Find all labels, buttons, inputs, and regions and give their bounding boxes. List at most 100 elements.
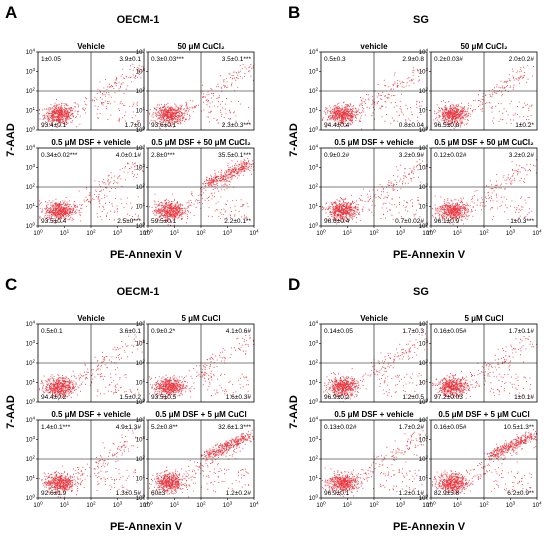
subplot-title: 0.5 μM DSF + vehicle [334, 410, 414, 419]
x-tick-label: 104 [422, 229, 432, 238]
y-tick-label: 101 [26, 474, 36, 483]
quadrant-upper-right: 3.9±0.1 [119, 56, 141, 63]
y-tick-label: 104 [26, 144, 36, 153]
x-tick-label: 102 [196, 501, 206, 510]
y-tick-label: 103 [26, 339, 36, 348]
y-tick-label: 101 [136, 106, 146, 115]
y-tick-label: 103 [136, 435, 146, 444]
y-tick-label: 103 [419, 435, 429, 444]
quadrant-lower-right: 2.2±0.1** [224, 218, 251, 225]
quadrant-lower-right: 1.3±0.5# [116, 490, 142, 497]
panel-title: SG [413, 286, 429, 298]
quadrant-upper-left: 0.2±0.03# [434, 56, 463, 63]
quadrant-upper-right: 35.5±0.1*** [218, 152, 251, 159]
y-tick-label: 100 [309, 126, 319, 135]
y-tick-label: 102 [26, 359, 36, 368]
quadrant-lower-right: 1.2±0.1# [399, 490, 425, 497]
dot-cloud [39, 429, 144, 498]
y-tick-label: 103 [309, 163, 319, 172]
y-tick-label: 101 [26, 106, 36, 115]
quadrant-lower-left: 97.2±0.03 [434, 394, 463, 401]
y-tick-label: 101 [419, 378, 429, 387]
dot-cloud [432, 429, 537, 496]
x-tick-label: 100 [143, 501, 153, 510]
quadrant-lower-left: 96.9±0.2 [324, 394, 350, 401]
x-tick-label: 100 [33, 501, 43, 510]
quadrant-lower-left: 93.4±0.1 [41, 122, 67, 129]
panel-D: D SG 7-AAD PE-Annexin V Vehicle 0.14±0.05 1.7±… [288, 275, 542, 533]
quadrant-lower-right: 0.7±0.02# [395, 218, 424, 225]
y-tick-label: 104 [26, 416, 36, 425]
dot-plot: 0.5 μM DSF + 50 μM CuCl₂ 0.12±0.02# 3.2±0.… [419, 138, 542, 237]
x-tick-label: 100 [316, 501, 326, 510]
y-tick-label: 101 [419, 202, 429, 211]
quadrant-upper-left: 1±0.05 [41, 56, 61, 63]
y-tick-label: 103 [309, 339, 319, 348]
x-tick-label: 101 [453, 229, 463, 238]
quadrant-upper-right: 2.0±0.2# [509, 56, 535, 63]
quadrant-lower-right: 1±0.1# [514, 394, 534, 401]
y-tick-label: 101 [136, 474, 146, 483]
x-tick-label: 104 [249, 229, 259, 238]
y-tick-label: 102 [136, 183, 146, 192]
subplot-title: 0.5 μM DSF + 50 μM CuCl₂ [434, 138, 534, 147]
x-tick-label: 103 [223, 501, 233, 510]
y-tick-label: 103 [26, 163, 36, 172]
y-tick-label: 102 [136, 87, 146, 96]
y-tick-label: 103 [419, 163, 429, 172]
quadrant-upper-left: 1.4±0.1*** [41, 424, 71, 431]
y-tick-label: 100 [309, 222, 319, 231]
x-tick-label: 102 [196, 229, 206, 238]
panel-letter: B [288, 3, 300, 22]
quadrant-lower-right: 2.3±0.3*** [222, 122, 252, 129]
dot-plot: 0.5 μM DSF + vehicle 0.34±0.02*** 4.0±0.1#… [26, 138, 149, 237]
y-tick-label: 104 [309, 144, 319, 153]
quadrant-lower-left: 93.5±0.5 [151, 394, 177, 401]
x-tick-label: 100 [316, 229, 326, 238]
dot-cloud [323, 328, 427, 403]
quadrant-upper-right: 3.5±0.1*** [222, 56, 252, 63]
quadrant-upper-right: 1.7±0.1# [509, 328, 535, 335]
quadrant-lower-right: 1.2±0.5 [402, 394, 424, 401]
quadrant-lower-left: 82.9±5.8 [434, 490, 460, 497]
dot-plot: 0.5 μM DSF + vehicle 1.4±0.1*** 4.9±1.3# 92… [26, 410, 149, 509]
dot-plot: 0.5 μM DSF + vehicle 0.9±0.2# 3.2±0.9# 96.6… [309, 138, 432, 237]
y-tick-label: 101 [26, 378, 36, 387]
dot-cloud [322, 430, 427, 497]
x-axis-label: PE-Annexin V [110, 521, 183, 533]
quadrant-lower-right: 1±0.3*** [510, 218, 534, 225]
y-tick-label: 101 [136, 378, 146, 387]
x-axis-label: PE-Annexin V [393, 521, 466, 533]
quadrant-lower-left: 93.6±0.1 [151, 122, 177, 129]
quadrant-lower-right: 1.5±0.2 [119, 394, 141, 401]
quadrant-upper-left: 0.3±0.03*** [151, 56, 184, 63]
y-tick-label: 100 [419, 126, 429, 135]
dot-cloud [149, 334, 254, 400]
y-tick-label: 101 [309, 474, 319, 483]
x-tick-label: 104 [249, 501, 259, 510]
subplot-title: 0.5 μM DSF + vehicle [51, 410, 131, 419]
quadrant-lower-right: 1±0.2* [515, 122, 534, 129]
y-axis-label: 7-AAD [288, 123, 300, 157]
y-tick-label: 100 [136, 222, 146, 231]
dot-cloud [149, 158, 254, 226]
x-tick-label: 104 [532, 229, 542, 238]
quadrant-lower-left: 96.5±0.8 [434, 122, 460, 129]
quadrant-lower-right: 1.2±0.2# [226, 490, 252, 497]
y-axis-label: 7-AAD [288, 395, 300, 429]
panel-C: C OECM-1 7-AAD PE-Annexin V Vehicle 0.5±0.1 3.… [5, 275, 259, 533]
quadrant-lower-right: 1.6±0.3# [226, 394, 252, 401]
x-tick-label: 101 [343, 501, 353, 510]
subplot-title: vehicle [360, 42, 388, 51]
y-tick-label: 100 [26, 222, 36, 231]
x-tick-label: 101 [343, 229, 353, 238]
panel-B: B SG 7-AAD PE-Annexin V vehicle 0.5±0.3 2.9±0.… [288, 3, 542, 261]
y-tick-label: 104 [136, 48, 146, 57]
x-tick-label: 102 [86, 501, 96, 510]
x-tick-label: 103 [396, 501, 406, 510]
y-tick-label: 103 [136, 163, 146, 172]
subplot-title: 0.5 μM DSF + vehicle [51, 138, 131, 147]
quadrant-upper-left: 0.34±0.02*** [41, 152, 78, 159]
